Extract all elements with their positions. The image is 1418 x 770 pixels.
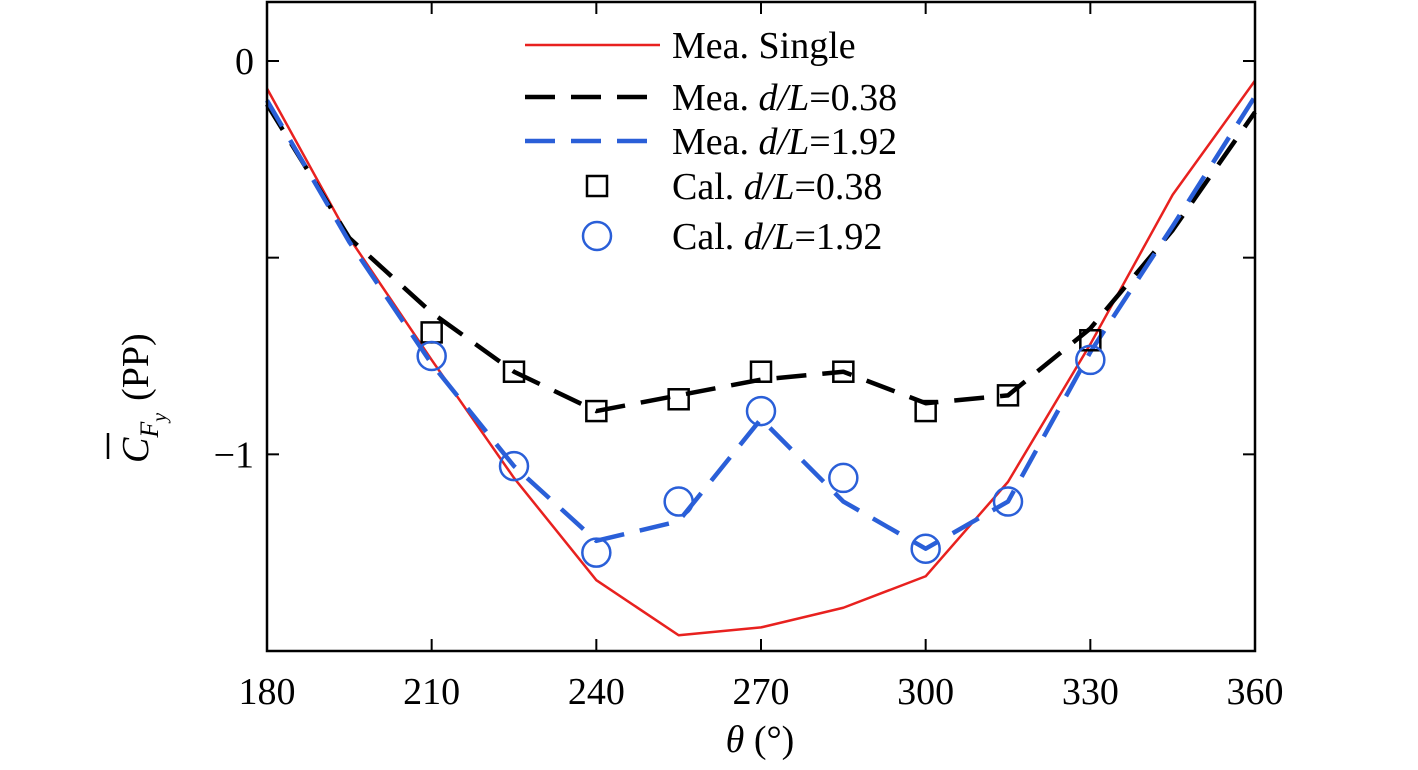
y-axis-unit: (PP) xyxy=(115,333,157,401)
legend-label: Mea. d/L=1.92 xyxy=(672,121,897,163)
x-axis-label: θ (°) xyxy=(726,719,795,761)
x-axis-symbol: θ xyxy=(726,719,745,761)
tick-layer xyxy=(266,2,1256,651)
point-circle xyxy=(992,486,1024,517)
legend-label: Mea. d/L=0.38 xyxy=(672,77,897,119)
legend-label: Mea. Single xyxy=(672,25,856,67)
point-square xyxy=(1079,329,1102,352)
series-line-1 xyxy=(265,79,1257,637)
point-circle xyxy=(581,537,612,568)
x-tick-label: 360 xyxy=(1227,671,1284,713)
x-tick-label: 330 xyxy=(1062,671,1119,713)
point-circle xyxy=(416,340,447,372)
legend-item-2: Mea. d/L=0.38 xyxy=(525,77,897,119)
marker-layer xyxy=(416,321,1106,568)
x-tick-label: 180 xyxy=(239,671,296,713)
point-square xyxy=(420,321,443,344)
legend-label: Cal. d/L=1.92 xyxy=(672,216,882,258)
point-circle xyxy=(663,486,694,517)
y-axis-subscript: F xyxy=(135,421,164,439)
point-circle xyxy=(745,395,777,427)
point-square xyxy=(502,360,526,383)
legend-label: Cal. d/L=0.38 xyxy=(672,166,882,208)
tick-labels: 180 210 240 270 300 330 360 0 −1 xyxy=(214,41,1284,713)
y-tick-label: −1 xyxy=(214,434,254,476)
y-axis-subsubscript: y xyxy=(149,413,171,424)
legend-item-3: Mea. d/L=1.92 xyxy=(525,121,897,163)
point-square xyxy=(667,388,690,411)
point-square xyxy=(914,399,937,423)
point-square xyxy=(832,360,855,383)
series-line-2 xyxy=(265,103,1257,414)
point-circle xyxy=(498,450,530,482)
series-layer xyxy=(265,79,1257,637)
legend-swatch xyxy=(581,220,613,252)
y-axis-label: CFy (PP) xyxy=(106,333,171,463)
x-axis-unit: (°) xyxy=(744,719,794,761)
series-line-3 xyxy=(265,95,1257,551)
point-square xyxy=(749,360,773,383)
y-tick-label: 0 xyxy=(235,41,254,83)
x-tick-label: 240 xyxy=(568,671,625,713)
legend-item-1: Mea. Single xyxy=(525,25,856,67)
legend-swatch xyxy=(585,174,609,198)
x-tick-label: 300 xyxy=(897,671,954,713)
svg-text:CFy(PP): CFy (PP) xyxy=(115,333,171,463)
y-axis-symbol: C xyxy=(115,437,157,463)
point-square xyxy=(585,399,608,423)
x-tick-label: 270 xyxy=(733,671,790,713)
legend-item-5: Cal. d/L=1.92 xyxy=(581,216,882,258)
legend-item-4: Cal. d/L=0.38 xyxy=(585,166,882,208)
point-square xyxy=(996,384,1020,407)
point-circle xyxy=(1075,344,1106,376)
point-circle xyxy=(828,462,859,494)
point-circle xyxy=(910,533,941,564)
x-tick-label: 210 xyxy=(403,671,460,713)
